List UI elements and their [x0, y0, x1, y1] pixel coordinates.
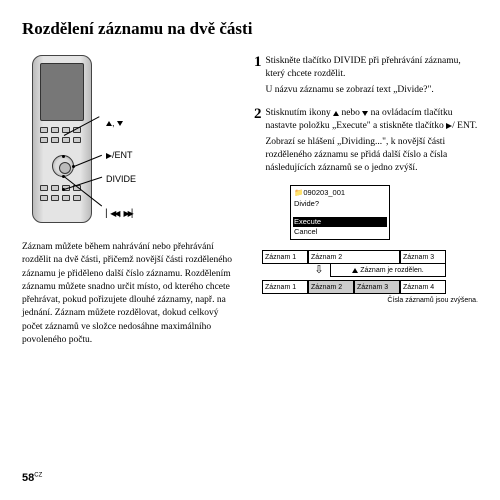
- device-dpad: [52, 155, 74, 177]
- diagram-row-before: Záznam 1 Záznam 2 Záznam 3: [262, 250, 478, 264]
- label-prevnext: ▏◀◀, ▶▶▏: [106, 207, 136, 220]
- right-column: 1 Stiskněte tlačítko DIVIDE při přehrává…: [254, 55, 478, 347]
- left-column: , /ENT DIVIDE ▏◀◀, ▶▶▏ Záznam můžete běh…: [22, 55, 240, 347]
- lcd-prompt: Divide?: [293, 199, 387, 209]
- diagram-caption: Čísla záznamů jsou zvýšena.: [262, 296, 478, 305]
- content-columns: , /ENT DIVIDE ▏◀◀, ▶▶▏ Záznam můžete běh…: [22, 55, 478, 347]
- lcd-folder-icon: 📁090203_001: [293, 188, 387, 198]
- intro-text: Záznam můžete během nahrávání nebo přehr…: [22, 241, 240, 347]
- step-2-number: 2: [254, 107, 262, 177]
- page-number: 58CZ: [22, 471, 42, 486]
- step-2-text-a: Stisknutím ikony nebo na ovládacím tlačí…: [266, 107, 479, 133]
- device-illustration: , /ENT DIVIDE ▏◀◀, ▶▶▏: [22, 55, 152, 235]
- step-1: 1 Stiskněte tlačítko DIVIDE při přehrává…: [254, 55, 478, 99]
- label-ent: /ENT: [106, 149, 133, 161]
- split-diagram: Záznam 1 Záznam 2 Záznam 3 ⇩ Záznam je r…: [262, 250, 478, 305]
- step-1-text-b: U názvu záznamu se zobrazí text „Divide?…: [266, 84, 479, 97]
- page-title: Rozdělení záznamu na dvě části: [22, 18, 478, 41]
- diagram-split-row: ⇩ Záznam je rozdělen.: [262, 263, 478, 278]
- step-1-text-a: Stiskněte tlačítko DIVIDE při přehrávání…: [266, 55, 479, 81]
- step-2: 2 Stisknutím ikony nebo na ovládacím tla…: [254, 107, 478, 177]
- label-divide: DIVIDE: [106, 173, 136, 185]
- lcd-other: Cancel: [293, 227, 387, 237]
- device-buttons-row4: [40, 195, 81, 201]
- lcd-selected: Execute: [293, 217, 387, 227]
- step-2-text-b: Zobrazí se hlášení „Dividing...", k nově…: [266, 136, 479, 174]
- device-screen: [40, 63, 84, 121]
- diagram-row-after: Záznam 1 Záznam 2 Záznam 3 Záznam 4: [262, 280, 478, 294]
- down-arrow-icon: ⇩: [314, 264, 323, 276]
- label-updown: ,: [106, 117, 123, 129]
- device-buttons-row2: [40, 137, 81, 143]
- step-1-number: 1: [254, 55, 262, 99]
- lcd-display: 📁090203_001 Divide? Execute Cancel: [290, 185, 390, 240]
